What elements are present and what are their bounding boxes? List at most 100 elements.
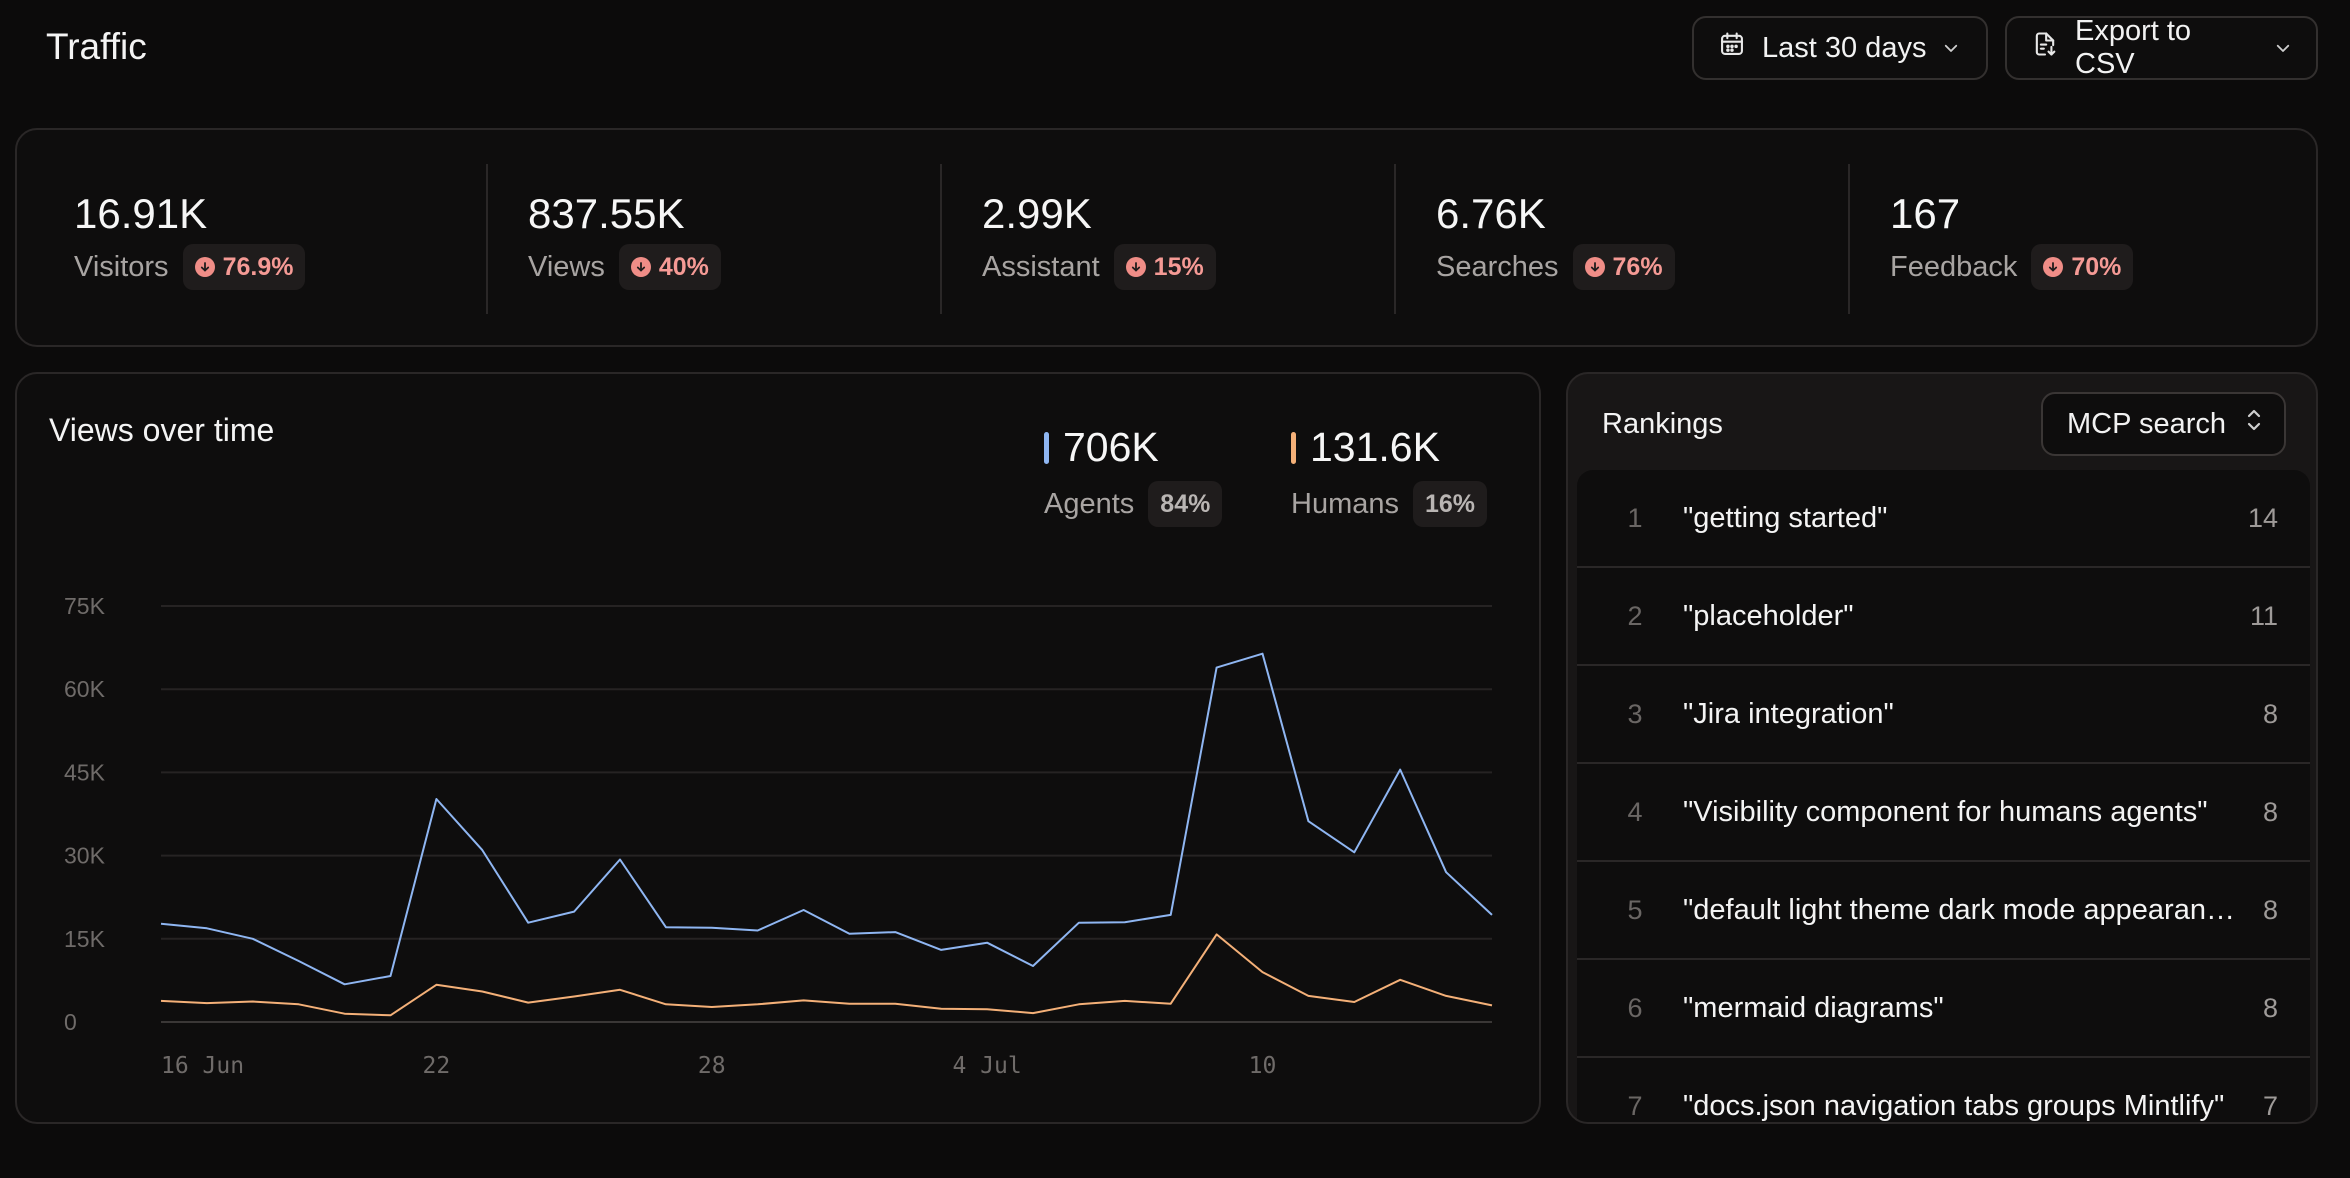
rank-number: 5 <box>1627 894 1643 925</box>
rank-count: 11 <box>2249 600 2278 631</box>
ranking-row[interactable]: 6 "mermaid diagrams" 8 <box>1577 960 2310 1058</box>
rank-number: 1 <box>1627 502 1643 533</box>
date-range-button[interactable]: Last 30 days <box>1692 16 1988 80</box>
rank-count: 14 <box>2247 502 2278 533</box>
views-chart-card: 0 15K 30K 45K 60K 75K 16 Jun 22 28 4 Jul 10 Views … <box>15 372 1541 1124</box>
rank-query: "placeholder" <box>1683 599 1854 632</box>
stat-value: 16.91K <box>74 190 208 237</box>
file-export-icon <box>2031 30 2059 66</box>
chevron-up-down-icon <box>2246 407 2262 441</box>
stat-label: Searches <box>1436 250 1559 283</box>
rankings-type-select[interactable]: MCP search <box>2041 392 2286 456</box>
calendar-icon <box>1718 30 1746 66</box>
pct-badge: 16% <box>1413 481 1488 527</box>
x-tick-label: 22 <box>423 1053 451 1079</box>
rank-query: "Jira integration" <box>1683 697 1894 730</box>
rank-number: 3 <box>1627 698 1643 729</box>
pct-badge: 84% <box>1148 481 1223 527</box>
legend-agents[interactable]: 706K Agents 84% <box>1044 424 1223 527</box>
page-title: Traffic <box>46 26 147 67</box>
delta-value: 76% <box>1612 252 1663 281</box>
delta-badge: 40% <box>618 244 721 290</box>
legend-swatch <box>1044 431 1049 464</box>
series-line-agents <box>160 652 1493 986</box>
rank-number: 2 <box>1627 600 1643 631</box>
stat-value: 167 <box>1890 190 1961 237</box>
ranking-row[interactable]: 3 "Jira integration" 8 <box>1577 666 2310 764</box>
select-value: MCP search <box>2067 407 2227 440</box>
delta-value: 40% <box>658 252 709 281</box>
arrow-down-circle-icon <box>1125 257 1146 277</box>
delta-badge: 76% <box>1572 244 1675 290</box>
x-tick-label: 10 <box>1249 1053 1277 1079</box>
delta-value: 76.9% <box>222 252 294 281</box>
chart-title: Views over time <box>49 412 275 448</box>
legend-value: 706K <box>1063 424 1159 470</box>
delta-badge: 70% <box>2031 244 2134 290</box>
stats-card: 16.91K Visitors 76.9% 837.55K Views <box>15 128 2318 347</box>
stat-label: Feedback <box>1890 250 2018 283</box>
rank-number: 4 <box>1627 796 1643 827</box>
rank-query: "mermaid diagrams" <box>1683 991 1944 1024</box>
rank-count: 7 <box>2262 1090 2278 1121</box>
delta-value: 15% <box>1153 252 1204 281</box>
rankings-title: Rankings <box>1602 408 1723 440</box>
delta-badge: 76.9% <box>182 244 306 290</box>
delta-badge: 15% <box>1113 244 1216 290</box>
rank-count: 8 <box>2262 992 2278 1023</box>
y-tick-label: 60K <box>64 676 106 702</box>
arrow-down-circle-icon <box>2043 257 2064 277</box>
ranking-row[interactable]: 2 "placeholder" 11 <box>1577 568 2310 666</box>
stat-value: 2.99K <box>982 190 1092 237</box>
series-line-humans <box>160 933 1493 1017</box>
chevron-down-icon <box>2274 32 2292 65</box>
rank-number: 7 <box>1627 1090 1643 1121</box>
stat-divider <box>1394 164 1396 314</box>
views-line-chart[interactable]: 0 15K 30K 45K 60K 75K 16 Jun 22 28 4 Jul 10 <box>17 374 1539 1122</box>
rank-number: 6 <box>1627 992 1643 1023</box>
legend-swatch <box>1291 431 1296 464</box>
x-tick-label: 28 <box>698 1053 726 1079</box>
arrow-down-circle-icon <box>194 257 215 277</box>
ranking-row[interactable]: 4 "Visibility component for humans agent… <box>1577 764 2310 862</box>
legend-label: Humans <box>1291 487 1399 520</box>
rank-count: 8 <box>2262 698 2278 729</box>
legend-value: 131.6K <box>1310 424 1440 470</box>
date-range-label: Last 30 days <box>1762 31 1927 64</box>
rankings-card: Rankings MCP search 1 "getting started" … <box>1566 372 2318 1124</box>
rankings-list: 1 "getting started" 14 2 "placeholder" 1… <box>1577 470 2310 1122</box>
legend-label: Agents <box>1044 487 1135 520</box>
export-label: Export to CSV <box>2075 15 2192 80</box>
rank-query: "docs.json navigation tabs groups Mintli… <box>1683 1089 2225 1122</box>
delta-value: 70% <box>2071 252 2122 281</box>
stat-divider <box>1848 164 1850 314</box>
chevron-down-icon <box>1942 32 1960 65</box>
y-tick-label: 45K <box>64 759 106 785</box>
rank-query: "getting started" <box>1683 501 1888 534</box>
rank-count: 8 <box>2262 894 2278 925</box>
y-tick-label: 75K <box>64 593 106 619</box>
arrow-down-circle-icon <box>1584 257 1605 277</box>
legend-humans[interactable]: 131.6K Humans 16% <box>1291 424 1488 527</box>
stat-value: 837.55K <box>528 190 685 237</box>
export-csv-button[interactable]: Export to CSV <box>2005 15 2318 80</box>
ranking-row[interactable]: 1 "getting started" 14 <box>1577 470 2310 568</box>
x-tick-label: 16 Jun <box>161 1053 244 1079</box>
stat-label: Assistant <box>982 250 1100 283</box>
stat-divider <box>940 164 942 314</box>
y-tick-label: 30K <box>64 843 106 869</box>
rank-query: "Visibility component for humans agents" <box>1683 795 2208 828</box>
stat-value: 6.76K <box>1436 190 1546 237</box>
ranking-row[interactable]: 7 "docs.json navigation tabs groups Mint… <box>1577 1058 2310 1122</box>
rank-query: "default light theme dark mode appearanc… <box>1683 893 2239 926</box>
stat-label: Visitors <box>74 250 169 283</box>
stat-divider <box>486 164 488 314</box>
arrow-down-circle-icon <box>630 257 651 277</box>
stat-label: Views <box>528 250 605 283</box>
y-tick-label: 15K <box>64 926 106 952</box>
y-tick-label: 0 <box>64 1009 77 1035</box>
rank-count: 8 <box>2262 796 2278 827</box>
x-tick-label: 4 Jul <box>953 1053 1022 1079</box>
ranking-row[interactable]: 5 "default light theme dark mode appeara… <box>1577 862 2310 960</box>
